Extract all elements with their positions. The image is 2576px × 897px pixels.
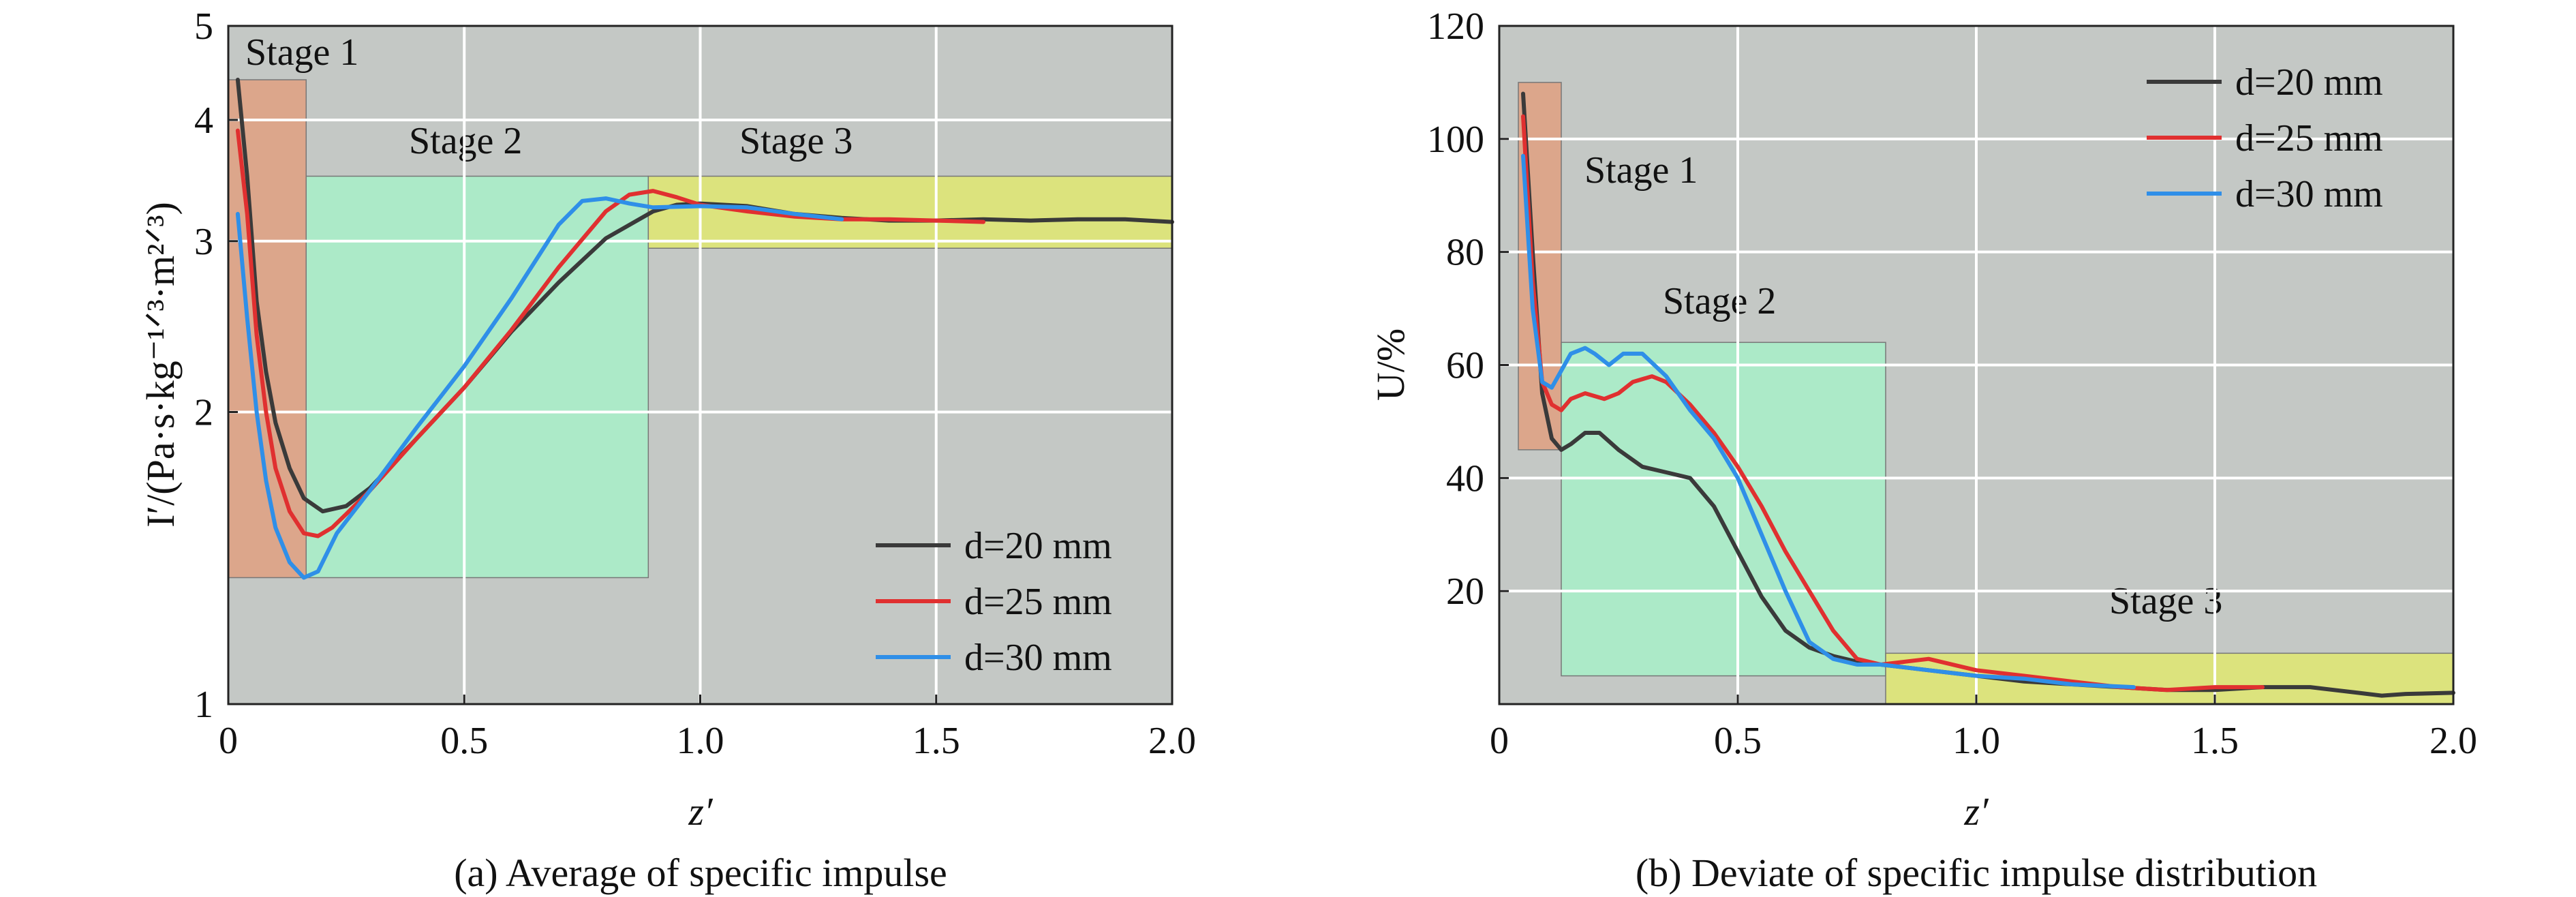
tick-labels-a: 0 0.5 1.0 1.5 2.0 1 2 3 4 5 — [194, 5, 1196, 762]
stage-label-2: Stage 2 — [1663, 280, 1776, 322]
stage-region-3 — [1885, 652, 2454, 705]
legend-a: d=20 mm d=25 mm d=30 mm — [876, 525, 1112, 679]
x-tick-label: 0.5 — [440, 720, 488, 762]
y-tick-label: 2 — [194, 391, 213, 434]
legend-label-2: d=25 mm — [2235, 117, 2383, 159]
chart-panel-b: Stage 1 Stage 2 Stage 3 0 0.5 1.0 1.5 2.0 20 40 6… — [1368, 5, 2477, 895]
stage-region-2 — [1561, 341, 1886, 677]
plot-frame-a — [227, 25, 1174, 705]
legend-label-3: d=30 mm — [964, 637, 1112, 679]
x-tick-label: 1.5 — [913, 720, 960, 762]
y-axis-label-a: I′/(Pa·s·kg⁻¹ᐟ³·m²ᐟ³) — [138, 202, 183, 528]
x-axis-label-a: z′ — [688, 789, 714, 834]
y-tick-label: 60 — [1446, 345, 1484, 387]
x-tick-label: 1.0 — [1952, 720, 2000, 762]
x-tick-label: 2.0 — [2429, 720, 2477, 762]
series-line-3 — [1521, 153, 2136, 690]
x-tick-label: 0 — [219, 720, 238, 762]
stage-region-3 — [647, 175, 1173, 249]
caption-a: (a) Average of specific impulse — [454, 851, 947, 895]
x-tick-label: 2.0 — [1148, 720, 1196, 762]
stage-label-1: Stage 1 — [245, 31, 358, 74]
legend-b: d=20 mm d=25 mm d=30 mm — [2147, 61, 2383, 215]
y-tick-label: 40 — [1446, 457, 1484, 500]
legend-label-3: d=30 mm — [2235, 173, 2383, 215]
y-tick-label: 120 — [1427, 5, 1484, 48]
legend-label-1: d=20 mm — [964, 525, 1112, 567]
x-tick-label: 1.5 — [2191, 720, 2239, 762]
stage-regions-b: Stage 1 Stage 2 Stage 3 — [1518, 82, 2454, 705]
x-tick-label: 1.0 — [677, 720, 724, 762]
legend-label-1: d=20 mm — [2235, 61, 2383, 104]
y-tick-label: 1 — [194, 684, 213, 726]
stage-label-3: Stage 3 — [2109, 580, 2222, 622]
series-line-3 — [235, 196, 844, 580]
y-axis-label-b: U/% — [1368, 329, 1413, 401]
y-tick-label: 20 — [1446, 571, 1484, 613]
tick-labels-b: 0 0.5 1.0 1.5 2.0 20 40 60 80 100 120 — [1427, 5, 2477, 762]
legend-label-2: d=25 mm — [964, 581, 1112, 623]
stage-label-1: Stage 1 — [1584, 149, 1698, 192]
x-tick-label: 0.5 — [1714, 720, 1762, 762]
y-tick-label: 4 — [194, 100, 213, 142]
series-lines-b — [1521, 91, 2455, 698]
x-axis-label-b: z′ — [1963, 789, 1989, 834]
stage-region-2 — [305, 175, 649, 579]
series-line-2 — [1521, 114, 2265, 693]
caption-b: (b) Deviate of specific impulse distribu… — [1636, 851, 2317, 895]
y-tick-label: 80 — [1446, 232, 1484, 274]
y-tick-label: 3 — [194, 221, 213, 263]
stage-label-3: Stage 3 — [739, 120, 853, 162]
series-lines-a — [235, 78, 1174, 580]
series-line-2 — [235, 128, 985, 538]
x-tick-label: 0 — [1490, 720, 1509, 762]
plot-frame-b — [1498, 25, 2455, 705]
y-tick-label: 5 — [194, 5, 213, 48]
y-tick-label: 100 — [1427, 119, 1484, 161]
